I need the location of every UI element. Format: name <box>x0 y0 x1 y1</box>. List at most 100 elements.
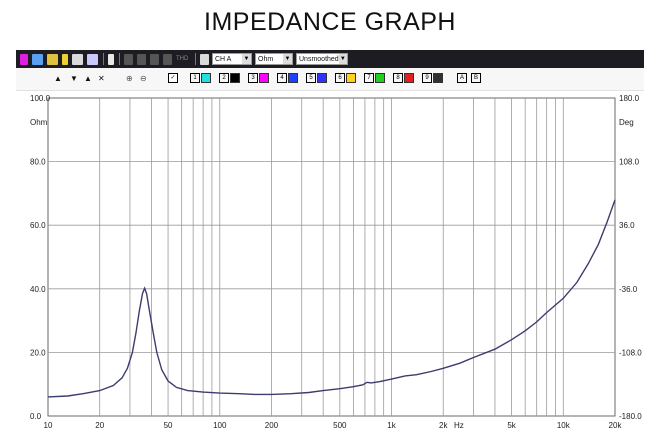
y2-tick-label: 108.0 <box>619 158 640 167</box>
x-tick-label: 200 <box>265 421 279 430</box>
grid-icon[interactable] <box>137 53 146 65</box>
chevron-down-icon: ▼ <box>338 54 347 64</box>
x-tick-label: 5k <box>507 421 516 430</box>
channel-value: CH A <box>215 55 232 63</box>
x-tick-label: 10k <box>557 421 571 430</box>
overlay-number: 3 <box>248 73 258 83</box>
toolbar-divider <box>103 53 104 65</box>
overlay-3-button[interactable]: 3 <box>248 73 269 83</box>
overlay-5-button[interactable]: 5 <box>306 73 327 83</box>
toolbar-divider <box>119 53 120 65</box>
smoothing-select[interactable]: Unsmoothed ▼ <box>296 53 348 65</box>
split-icon[interactable] <box>200 53 209 65</box>
smoothing-value: Unsmoothed <box>299 55 339 63</box>
x-tick-label: 20 <box>95 421 104 430</box>
series-layer <box>47 199 616 398</box>
y-tick-label: 20.0 <box>30 348 46 357</box>
overlay-letter: B <box>471 73 481 83</box>
x-tick-labels: 10 20 50 100 200 500 1k 2k 5k 10k 20k <box>44 421 623 430</box>
probe-icon[interactable] <box>62 53 68 65</box>
overlay-color-swatch <box>201 73 211 83</box>
fit-icon[interactable] <box>72 53 83 65</box>
y-unit-label: Ohm <box>30 118 48 127</box>
page-title: IMPEDANCE GRAPH <box>204 8 456 36</box>
cursor-icon[interactable] <box>124 53 133 65</box>
x-tick-label: 50 <box>164 421 173 430</box>
overlay-7-button[interactable]: 7 <box>364 73 385 83</box>
overlay-4-button[interactable]: 4 <box>277 73 298 83</box>
main-toolbar: THD CH A ▼ Ohm ▼ Unsmoothed ▼ <box>16 50 644 68</box>
y-tick-labels: 100.0 80.0 60.0 40.0 20.0 0.0 <box>30 94 51 421</box>
thd-button[interactable]: THD <box>176 55 189 62</box>
y-tick-label: 40.0 <box>30 285 46 294</box>
y-tick-label: 0.0 <box>30 412 42 421</box>
x-tick-label: 100 <box>213 421 227 430</box>
overlay-number: 5 <box>306 73 316 83</box>
overlay-number: 7 <box>364 73 374 83</box>
x-tick-label: 500 <box>333 421 347 430</box>
overlay-letter: A <box>457 73 467 83</box>
y2-tick-label: -180.0 <box>619 412 642 421</box>
unit-value: Ohm <box>258 55 274 63</box>
overlay-1-button[interactable]: 1 <box>190 73 211 83</box>
unit-select[interactable]: Ohm ▼ <box>255 53 293 65</box>
save-disk-icon[interactable] <box>32 53 43 65</box>
y-tick-label: 60.0 <box>30 221 46 230</box>
overlay-color-swatch <box>317 73 327 83</box>
y2-tick-label: 180.0 <box>619 94 640 103</box>
x-unit-label: Hz <box>454 421 464 430</box>
overlay-color-swatch <box>375 73 385 83</box>
marker-icon[interactable] <box>108 53 114 65</box>
chevron-down-icon: ▼ <box>242 54 251 64</box>
checkbox-icon[interactable]: ✓ <box>168 73 178 83</box>
signal-icon[interactable] <box>150 53 159 65</box>
impedance-chart: 10 20 50 100 200 500 1k 2k 5k 10k 20k 100.0 80.0 60.… <box>30 94 642 430</box>
y2-unit-label: Deg <box>619 118 634 127</box>
print-icon[interactable] <box>87 53 98 65</box>
x-tick-label: 20k <box>609 421 623 430</box>
y2-tick-label: -36.0 <box>619 285 638 294</box>
overlay-number: 9 <box>422 73 432 83</box>
overlay-color-swatch <box>230 73 240 83</box>
impedance-curve <box>47 199 616 398</box>
move-up-icon[interactable]: ▲ <box>54 74 62 83</box>
y-tick-label: 100.0 <box>30 94 51 103</box>
overlay-number: 8 <box>393 73 403 83</box>
folder-icon[interactable] <box>47 53 58 65</box>
overlay-8-button[interactable]: 8 <box>393 73 414 83</box>
expand-icon[interactable]: ▲ <box>84 74 92 83</box>
zoom-out-icon[interactable]: ⊖ <box>140 74 147 83</box>
compress-icon[interactable]: ✕ <box>98 74 105 83</box>
overlay-number: 2 <box>219 73 229 83</box>
toolbar-divider <box>195 53 196 65</box>
x-tick-label: 1k <box>387 421 396 430</box>
y2-tick-label: 36.0 <box>619 221 635 230</box>
overlay-color-swatch <box>288 73 298 83</box>
chevron-down-icon: ▼ <box>283 54 292 64</box>
plot-area <box>47 97 616 417</box>
y2-tick-labels: 180.0 108.0 36.0 -36.0 -108.0 -180.0 <box>619 94 642 421</box>
overlay-number: 1 <box>190 73 200 83</box>
overlay-b-button[interactable]: B <box>471 73 481 83</box>
overlay-2-button[interactable]: 2 <box>219 73 240 83</box>
overlay-6-button[interactable]: 6 <box>335 73 356 83</box>
overlay-9-button[interactable]: 9 <box>422 73 443 83</box>
overlay-color-swatch <box>346 73 356 83</box>
channel-select[interactable]: CH A ▼ <box>212 53 252 65</box>
x-tick-label: 2k <box>439 421 448 430</box>
move-down-icon[interactable]: ▼ <box>70 74 78 83</box>
overlay-color-swatch <box>433 73 443 83</box>
y-tick-label: 80.0 <box>30 158 46 167</box>
overlay-color-swatch <box>259 73 269 83</box>
tools-icon[interactable] <box>163 53 172 65</box>
overlay-color-swatch <box>404 73 414 83</box>
zoom-in-icon[interactable]: ⊕ <box>126 74 133 83</box>
y2-tick-label: -108.0 <box>619 348 642 357</box>
overlay-number: 4 <box>277 73 287 83</box>
arrow-magenta-icon[interactable] <box>20 53 28 65</box>
x-tick-label: 10 <box>44 421 53 430</box>
overlay-a-button[interactable]: A <box>457 73 467 83</box>
analyzer-window: THD CH A ▼ Ohm ▼ Unsmoothed ▼ ▲ ▼ ▲ ✕ ⊕ ⊖ ✓… <box>16 50 644 445</box>
chart-grid <box>48 98 615 416</box>
